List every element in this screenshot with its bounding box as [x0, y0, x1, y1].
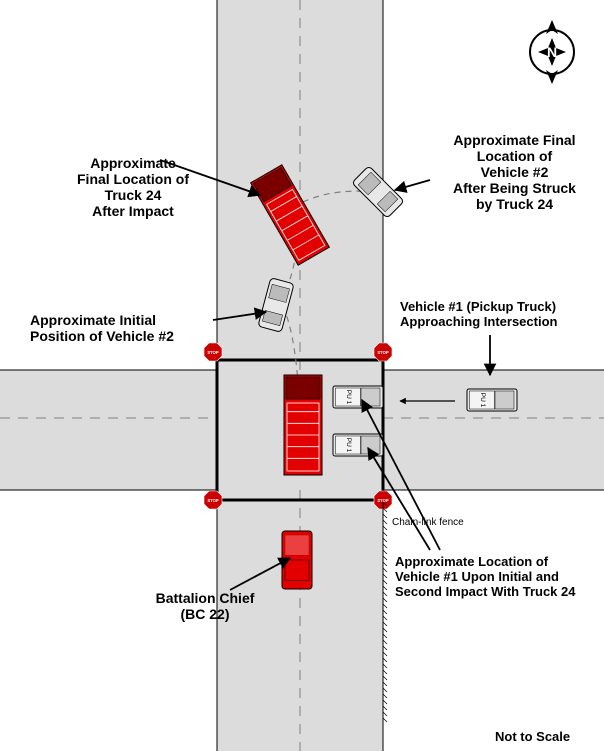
label-veh2init: Approximate InitialPosition of Vehicle #… — [30, 312, 240, 344]
label-truck24final: ApproximateFinal Location ofTruck 24Afte… — [48, 155, 218, 219]
label-notscale: Not to Scale — [495, 730, 604, 745]
svg-text:PU 1: PU 1 — [345, 390, 352, 405]
svg-text:STOP: STOP — [377, 350, 389, 355]
svg-text:STOP: STOP — [207, 350, 219, 355]
label-veh1impact: Approximate Location ofVehicle #1 Upon I… — [395, 555, 604, 600]
accident-diagram: STOPSTOPSTOPSTOPChain-link fenceNPU 1PU … — [0, 0, 604, 751]
svg-text:PU 1: PU 1 — [479, 393, 486, 408]
svg-text:STOP: STOP — [207, 498, 219, 503]
label-veh2final: Approximate FinalLocation ofVehicle #2Af… — [427, 132, 602, 212]
label-veh1appr: Vehicle #1 (Pickup Truck)Approaching Int… — [400, 300, 604, 330]
label-bc22: Battalion Chief(BC 22) — [130, 590, 280, 622]
svg-text:N: N — [547, 44, 557, 60]
svg-text:PU 1: PU 1 — [345, 438, 352, 453]
